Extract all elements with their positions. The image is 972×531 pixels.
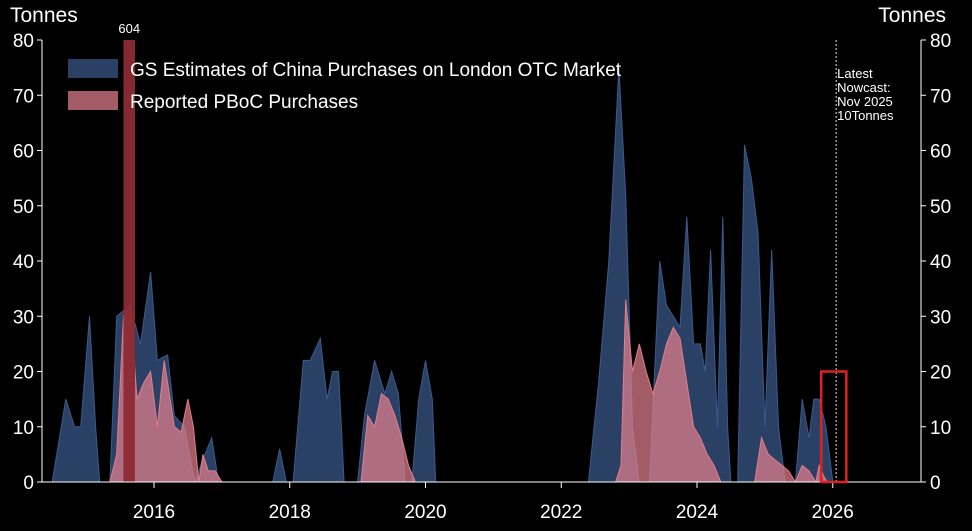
nowcast-label-line: 10Tonnes (837, 108, 894, 123)
y-tick-label-right: 50 (930, 197, 951, 218)
nowcast-label-line: Latest (837, 66, 873, 81)
legend-swatch-pboc (68, 91, 118, 110)
y-tick-label-left: 20 (13, 363, 34, 384)
y-tick-label-left: 70 (13, 86, 34, 107)
nowcast-label: Latest Nowcast: Nov 2025 10Tonnes (837, 66, 896, 123)
y-tick-label-right: 60 (930, 142, 951, 163)
y-tick-label-right: 10 (930, 418, 951, 439)
legend-label-gs: GS Estimates of China Purchases on Londo… (130, 60, 622, 81)
y-tick-label-right: 70 (930, 86, 951, 107)
y-ticks-right: 0 10 20 30 40 50 60 70 80 (921, 31, 951, 494)
y-tick-label-left: 10 (13, 418, 34, 439)
x-tick-label: 2026 (812, 502, 854, 523)
legend-swatch-gs (68, 59, 118, 78)
y-tick-label-right: 80 (930, 31, 951, 52)
legend: GS Estimates of China Purchases on Londo… (68, 59, 622, 113)
y-tick-label-left: 0 (23, 473, 34, 494)
x-tick-label: 2022 (540, 502, 582, 523)
series-layer (51, 40, 834, 484)
pboc-spike-bar (123, 40, 135, 482)
y-tick-label-right: 0 (930, 473, 941, 494)
x-tick-label: 2020 (404, 502, 446, 523)
y-tick-label-left: 30 (13, 307, 34, 328)
y-tick-label-left: 40 (13, 252, 34, 273)
highlight-box (819, 370, 848, 484)
x-tick-label: 2024 (676, 502, 719, 523)
nowcast-label-line: Nov 2025 (837, 94, 893, 109)
y-tick-label-left: 80 (13, 31, 34, 52)
y-tick-label-left: 60 (13, 142, 34, 163)
y-tick-label-right: 30 (930, 307, 951, 328)
y-tick-label-right: 40 (930, 252, 951, 273)
y-tick-label-left: 50 (13, 197, 34, 218)
y-axis-label-right: Tonnes (878, 4, 946, 27)
x-tick-label: 2018 (269, 502, 311, 523)
x-tick-label: 2016 (133, 502, 175, 523)
y-tick-label-right: 20 (930, 363, 951, 384)
legend-label-pboc: Reported PBoC Purchases (130, 92, 358, 113)
nowcast-label-line: Nowcast: (837, 80, 890, 95)
spike-label: 604 (118, 21, 140, 36)
y-axis-label-left: Tonnes (10, 4, 78, 27)
y-ticks-left: 0 10 20 30 40 50 60 70 80 (13, 31, 42, 494)
series-pboc-area (109, 299, 829, 484)
x-ticks: 2016 2018 2020 2022 2024 2026 (133, 482, 854, 523)
